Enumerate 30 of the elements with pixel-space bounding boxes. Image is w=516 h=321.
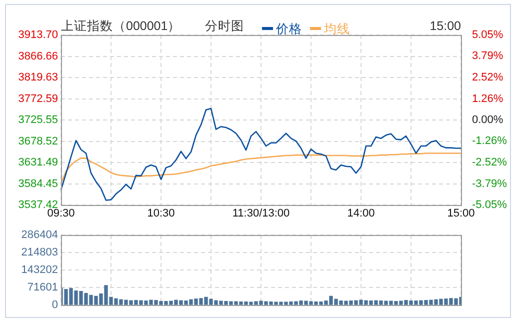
y2-tick-label: -1.26% xyxy=(472,135,508,148)
y-tick-label: 3678.52 xyxy=(18,135,58,148)
legend-label: 价格 xyxy=(276,22,302,36)
y-tick-label: 286404 xyxy=(21,229,58,242)
chart-title: 上证指数（000001） xyxy=(61,19,181,33)
y-tick-label: 71601 xyxy=(27,282,58,294)
text: 15:00 xyxy=(430,19,461,33)
x-tick-label: 11:30/13:00 xyxy=(232,208,290,220)
y-tick-label: 3584.45 xyxy=(18,178,58,190)
y2-tick-label: 3.79% xyxy=(472,50,504,62)
y-tick-label: 3866.66 xyxy=(18,50,58,62)
x-tick-label: 14:00 xyxy=(347,208,375,220)
chart-subtitle: 分时图 xyxy=(205,19,244,33)
y-tick-label: 0 xyxy=(52,299,58,312)
y2-tick-label: -2.52% xyxy=(472,156,508,168)
x-tick-label: 10:30 xyxy=(147,208,175,220)
y-tick-label: 214803 xyxy=(21,246,58,259)
legend-label: 均线 xyxy=(324,22,350,36)
y-tick-label: 3631.49 xyxy=(18,156,58,169)
x-tick-label: 15:00 xyxy=(447,208,475,220)
y-tick-label: 3725.55 xyxy=(18,114,58,126)
y-tick-label: 143202 xyxy=(21,264,58,276)
y2-tick-label: 5.05% xyxy=(472,29,504,42)
y2-tick-label: 0.00% xyxy=(472,114,504,126)
y2-tick-label: -3.79% xyxy=(472,178,508,190)
y2-tick-label: 1.26% xyxy=(472,92,504,105)
y-tick-label: 3819.63 xyxy=(18,72,58,84)
y-tick-label: 3913.70 xyxy=(18,29,58,42)
y-tick-label: 3772.59 xyxy=(18,92,58,105)
y2-tick-label: 2.52% xyxy=(472,72,504,84)
